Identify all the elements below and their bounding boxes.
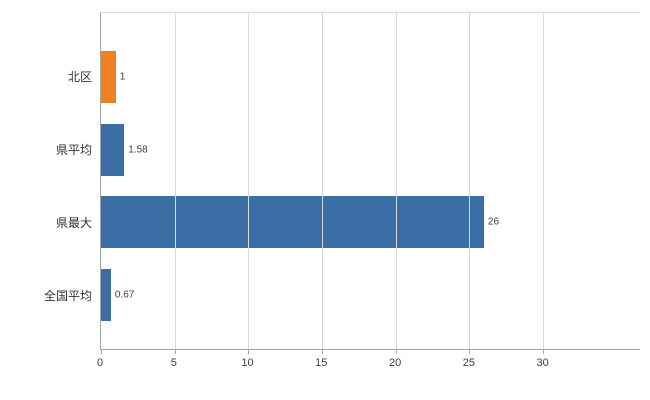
x-axis-tick-label: 10 <box>241 357 254 369</box>
bar-row: 1 <box>101 41 640 114</box>
y-axis-category-labels: 北区県平均県最大全国平均 <box>0 12 92 350</box>
bar: 1.58 <box>101 123 148 176</box>
category-label: 北区 <box>67 70 92 84</box>
vertical-gridline <box>395 13 397 349</box>
x-axis-tick-label: 25 <box>462 357 475 369</box>
vertical-gridline <box>542 13 544 349</box>
x-axis-tick-mark <box>101 350 102 354</box>
bar: 0.67 <box>101 268 134 321</box>
vertical-gridline <box>174 13 176 349</box>
x-axis-tick-label: 30 <box>536 357 549 369</box>
bar-row: 0.67 <box>101 259 640 332</box>
x-axis-tick-label: 20 <box>388 357 402 369</box>
bar: 26 <box>101 196 499 249</box>
x-axis-tick-mark <box>248 350 250 354</box>
x-axis-tick-mark <box>321 350 323 354</box>
bar-value-label: 26 <box>487 216 500 228</box>
category-label: 県最大 <box>55 216 92 230</box>
x-axis-tick-mark <box>174 350 176 354</box>
vertical-gridline <box>248 13 250 349</box>
x-axis-tick-labels: 0 5 10 15 20 25 30 <box>96 353 640 373</box>
bar-value-label: 0.67 <box>114 289 135 301</box>
x-axis-tick-label: 0 <box>96 357 104 369</box>
category-label: 県平均 <box>55 143 92 157</box>
vertical-gridline <box>321 13 323 349</box>
vertical-gridline <box>469 13 471 349</box>
category-label: 全国平均 <box>43 289 92 303</box>
bar: 1 <box>101 51 125 104</box>
bar-rows: 1 1.58 26 0.67 <box>101 13 640 349</box>
x-axis-tick-label: 5 <box>170 357 177 369</box>
x-axis-tick-mark <box>395 350 397 354</box>
x-axis-tick-mark <box>469 350 471 354</box>
bar-value-label: 1.58 <box>128 144 148 156</box>
bar-value-label: 1 <box>119 71 126 83</box>
x-axis-tick-mark <box>542 350 544 354</box>
bar-row: 26 <box>101 186 640 259</box>
plot-area: 1 1.58 26 0.67 <box>100 12 640 354</box>
bar-row: 1.58 <box>101 114 640 187</box>
x-axis-tick-label: 15 <box>315 357 328 369</box>
